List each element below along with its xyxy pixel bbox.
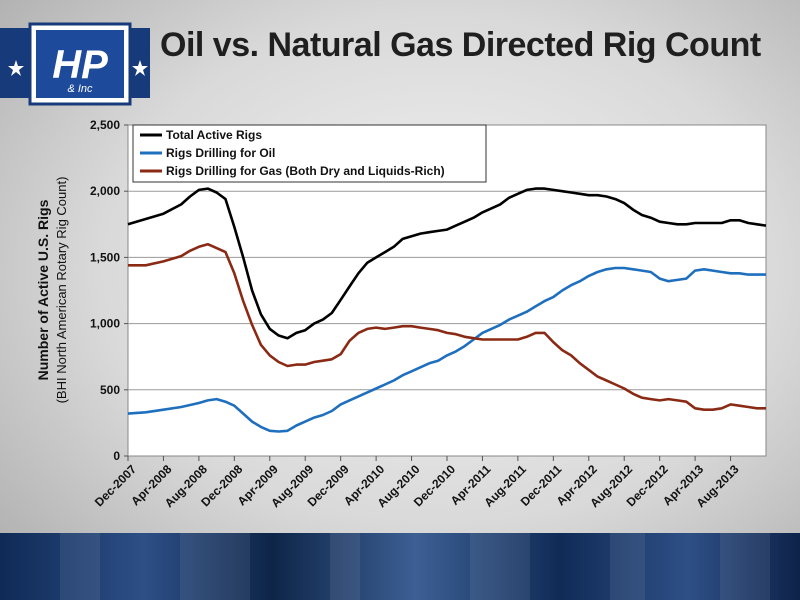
y-axis-sublabel: (BHI North American Rotary Rig Count) — [54, 177, 69, 404]
svg-text:& Inc: & Inc — [67, 83, 93, 95]
legend-label: Rigs Drilling for Oil — [166, 146, 275, 160]
series-line — [128, 242, 766, 412]
series-line — [127, 187, 767, 340]
svg-text:HP: HP — [52, 43, 108, 87]
y-tick-label: 0 — [113, 449, 120, 463]
y-tick-label: 1,000 — [90, 317, 120, 331]
company-logo: HP & Inc — [0, 20, 150, 108]
y-tick-label: 2,500 — [90, 118, 120, 132]
y-tick-label: 1,500 — [90, 250, 120, 264]
y-axis-label: Number of Active U.S. Rigs — [35, 199, 51, 380]
legend-label: Rigs Drilling for Gas (Both Dry and Liqu… — [166, 164, 445, 178]
rig-count-chart: 0 500 1,000 1,500 2,000 2,500 Dec-2007 Apr-200… — [0, 110, 800, 530]
footer-photo-strip — [0, 533, 800, 600]
y-tick-label: 2,000 — [90, 184, 120, 198]
y-tick-label: 500 — [100, 383, 120, 397]
legend: Total Active Rigs Rigs Drilling for Oil Ri… — [132, 124, 487, 183]
legend-label: Total Active Rigs — [166, 128, 262, 142]
page-title: Oil vs. Natural Gas Directed Rig Count — [160, 26, 761, 64]
series-line — [127, 266, 766, 433]
